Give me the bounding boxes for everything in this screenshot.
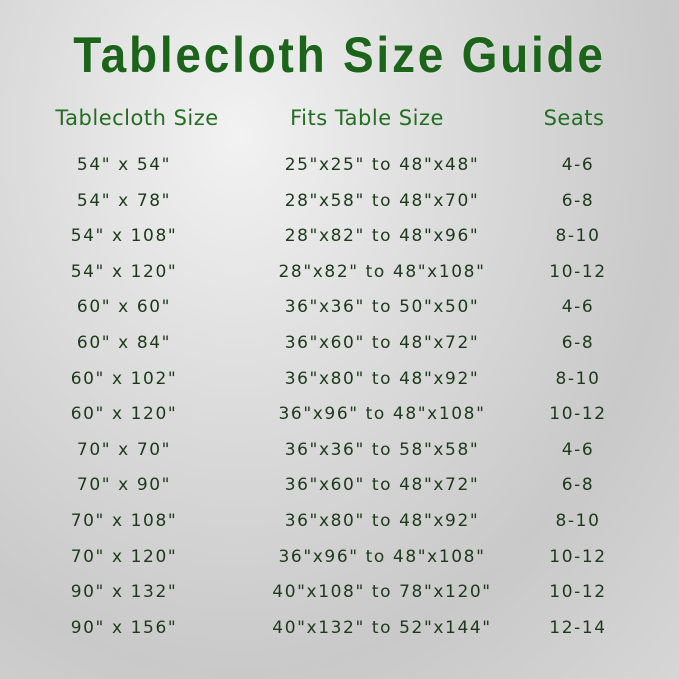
cell-tablecloth-size: 60" x 60" [76,297,172,318]
table-row: 54" x 108" 28"x82" to 48"x96" 8-10 [0,226,679,262]
cell-tablecloth-size: 54" x 78" [76,190,172,211]
cell-fits-table-size: 36"x36" to 58"x58" [284,439,480,460]
cell-tablecloth-size: 60" x 84" [76,333,172,353]
cell-fits-table-size: 36"x60" to 48"x72" [284,475,480,496]
cell-tablecloth-size: 70" x 70" [76,439,172,460]
table-row: 70" x 108" 36"x80" to 48"x92" 8-10 [0,511,679,547]
cell-fits-table-size: 28"x82" to 48"x96" [284,226,480,247]
cell-fits-table-size: 36"x60" to 48"x72" [284,333,480,353]
cell-fits-table-size: 28"x82" to 48"x108" [278,261,486,282]
cell-tablecloth-size: 54" x 108" [70,226,178,247]
cell-tablecloth-size: 70" x 120" [70,546,178,567]
table-row: 54" x 54" 25"x25" to 48"x48" 4-6 [0,155,679,191]
cell-fits-table-size: 25"x25" to 48"x48" [284,155,480,175]
cell-tablecloth-size: 70" x 108" [70,511,178,531]
table-row: 90" x 132" 40"x108" to 78"x120" 10-12 [0,582,679,618]
cell-fits-table-size: 40"x108" to 78"x120" [272,582,492,603]
table-row: 54" x 78" 28"x58" to 48"x70" 6-8 [0,191,679,227]
header-fits-table-size: Fits Table Size [290,106,444,130]
table-row: 54" x 120" 28"x82" to 48"x108" 10-12 [0,262,679,298]
cell-seats: 6-8 [561,333,595,353]
cell-fits-table-size: 28"x58" to 48"x70" [284,190,480,211]
table-row: 60" x 120" 36"x96" to 48"x108" 10-12 [0,404,679,440]
table-row: 90" x 156" 40"x132" to 52"x144" 12-14 [0,618,679,654]
cell-tablecloth-size: 60" x 120" [70,404,178,425]
table-row: 60" x 84" 36"x60" to 48"x72" 6-8 [0,333,679,369]
cell-seats: 4-6 [561,155,595,175]
cell-seats: 10-12 [549,582,607,603]
header-seats: Seats [543,106,605,130]
cell-fits-table-size: 36"x36" to 50"x50" [284,297,480,318]
cell-tablecloth-size: 70" x 90" [76,475,172,496]
cell-seats: 4-6 [561,297,595,318]
cell-fits-table-size: 40"x132" to 52"x144" [272,617,492,638]
cell-seats: 6-8 [561,475,595,496]
cell-fits-table-size: 36"x80" to 48"x92" [284,511,480,531]
cell-fits-table-size: 36"x80" to 48"x92" [284,368,480,389]
cell-seats: 8-10 [555,511,601,531]
table-row: 70" x 120" 36"x96" to 48"x108" 10-12 [0,547,679,583]
cell-tablecloth-size: 90" x 132" [70,582,178,603]
cell-seats: 10-12 [549,404,607,425]
cell-tablecloth-size: 54" x 54" [76,155,172,175]
cell-tablecloth-size: 54" x 120" [70,261,178,282]
cell-fits-table-size: 36"x96" to 48"x108" [278,546,486,567]
table-row: 60" x 102" 36"x80" to 48"x92" 8-10 [0,369,679,405]
page-title: Tablecloth Size Guide [73,27,606,83]
header-tablecloth-size: Tablecloth Size [55,106,219,130]
cell-seats: 6-8 [561,190,595,211]
cell-seats: 4-6 [561,439,595,460]
cell-tablecloth-size: 90" x 156" [70,617,178,638]
cell-seats: 10-12 [549,546,607,567]
cell-seats: 8-10 [555,368,601,389]
cell-seats: 12-14 [549,617,607,638]
table-row: 70" x 90" 36"x60" to 48"x72" 6-8 [0,475,679,511]
cell-seats: 10-12 [549,261,607,282]
cell-fits-table-size: 36"x96" to 48"x108" [278,404,486,425]
cell-seats: 8-10 [555,226,601,247]
table-row: 60" x 60" 36"x36" to 50"x50" 4-6 [0,297,679,333]
table-row: 70" x 70" 36"x36" to 58"x58" 4-6 [0,440,679,476]
cell-tablecloth-size: 60" x 102" [70,368,178,389]
